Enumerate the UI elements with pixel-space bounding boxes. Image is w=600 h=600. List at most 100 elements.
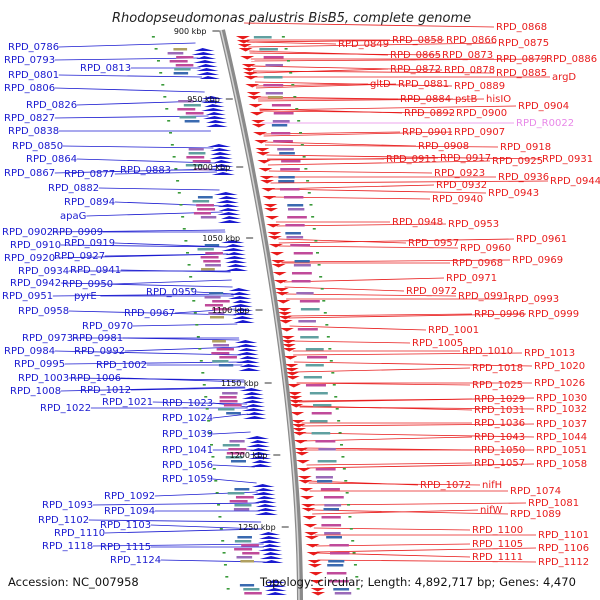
leader-line: [284, 286, 405, 292]
feature-block: [225, 456, 243, 459]
gene-label-right: RPD_1018: [472, 363, 523, 374]
forward-gene-arrow: [295, 460, 310, 464]
gc-mark: [304, 168, 308, 170]
gc-mark: [151, 36, 155, 38]
gene-label-right: RPD_0972: [406, 286, 457, 297]
forward-gene-arrow: [294, 448, 309, 452]
forward-gene-arrow: [275, 292, 290, 296]
forward-gene-arrow: [284, 368, 299, 372]
gene-label-right: RPD_0904: [518, 101, 569, 112]
gc-mark: [204, 396, 208, 398]
reverse-gene-arrow: [259, 536, 281, 539]
gc-mark: [174, 168, 178, 170]
feature-block: [236, 556, 253, 559]
leader-line: [249, 52, 441, 56]
forward-gene-arrow: [258, 168, 273, 172]
gc-mark: [179, 204, 183, 206]
gene-label-right: RPD_0917: [440, 153, 491, 164]
forward-gene-arrow: [271, 260, 286, 264]
genome-backbone: [219, 29, 303, 600]
gene-label-left: RPD_1059: [162, 474, 213, 485]
gene-label-left: RPD_0995: [14, 359, 65, 370]
feature-block: [281, 160, 301, 163]
gene-label-left: RPD_1118: [42, 541, 93, 552]
forward-gene-arrow: [253, 132, 268, 136]
feature-block: [239, 584, 255, 587]
gc-mark: [300, 144, 304, 146]
gene-label-right: argD: [552, 72, 576, 83]
gene-label-right: RPD_0885: [496, 68, 547, 79]
gene-label-right: RPD_0925: [492, 156, 543, 167]
gene-label-right: RPD_1010: [462, 346, 513, 357]
gene-label-right: RPD_0901: [402, 127, 453, 138]
gc-mark: [356, 588, 360, 590]
feature-block: [242, 552, 260, 555]
leader-line: [306, 462, 473, 466]
leader-line: [54, 350, 242, 356]
reverse-gene-arrow: [213, 192, 238, 195]
reverse-gene-arrow: [204, 104, 225, 107]
gene-label-right: RPD_0940: [432, 194, 483, 205]
reverse-gene-arrow: [253, 500, 277, 503]
gene-label-left: RPD_0919: [64, 238, 115, 249]
leader-line: [276, 223, 447, 227]
feature-block: [243, 588, 260, 591]
feature-block: [287, 204, 304, 207]
gc-mark: [314, 240, 318, 242]
leader-line: [289, 325, 427, 331]
tick-label: 950 kbp: [187, 95, 220, 104]
genome-summary: Topology: circular; Length: 4,892,717 bp…: [259, 575, 576, 589]
gc-mark: [332, 384, 336, 386]
reverse-gene-arrow: [218, 208, 241, 211]
gene-label-left: RPD_0942: [10, 278, 61, 289]
reverse-gene-arrow: [245, 436, 270, 439]
gc-mark: [181, 216, 185, 218]
gc-mark: [185, 252, 189, 254]
reverse-gene-arrow: [265, 580, 286, 583]
gene-label-right: RPD_0868: [496, 22, 547, 33]
gene-label-left: RPD_1021: [102, 397, 153, 408]
forward-gene-arrow: [243, 76, 258, 80]
leader-line: [52, 293, 234, 297]
leader-line: [278, 238, 515, 244]
feature-block: [315, 476, 333, 479]
gene-label-left: RPD_0950: [62, 279, 113, 290]
gene-label-left: RPD_0981: [72, 333, 123, 344]
gc-mark: [161, 84, 165, 86]
leader-line: [295, 367, 471, 373]
forward-gene-arrow: [281, 340, 296, 344]
forward-gene-arrow: [284, 364, 299, 368]
gc-mark: [322, 300, 326, 302]
leader-line: [243, 22, 495, 28]
leader-line: [266, 154, 541, 160]
gene-label-right: RPD_0886: [546, 54, 597, 65]
reverse-gene-arrow: [228, 296, 252, 299]
feature-block: [223, 404, 242, 407]
gene-label-left: RPD_1006: [70, 373, 121, 384]
feature-block: [183, 104, 201, 107]
leader-line: [52, 229, 226, 233]
feature-block: [334, 592, 352, 595]
leader-line: [291, 340, 411, 344]
feature-block: [212, 340, 226, 343]
gene-label-right: RPD_1100: [472, 525, 523, 536]
gene-label-left: RPD_1041: [162, 445, 213, 456]
gene-label-right: RPD_1005: [412, 338, 463, 349]
leader-line: [298, 397, 535, 403]
leader-line: [294, 361, 533, 367]
gc-mark: [154, 48, 158, 50]
feature-block: [278, 180, 295, 183]
gene-label-left: RPD_0927: [54, 251, 105, 262]
gc-mark: [328, 348, 332, 350]
feature-block: [169, 60, 188, 63]
feature-block: [305, 348, 324, 351]
feature-block: [237, 536, 252, 539]
reverse-gene-arrow: [237, 348, 259, 351]
gc-mark: [311, 216, 315, 218]
gc-mark: [189, 276, 193, 278]
feature-block: [192, 200, 210, 203]
reverse-gene-arrow: [217, 220, 242, 223]
feature-block: [174, 68, 191, 71]
reverse-gene-arrow: [203, 116, 227, 119]
feature-block: [175, 64, 194, 67]
